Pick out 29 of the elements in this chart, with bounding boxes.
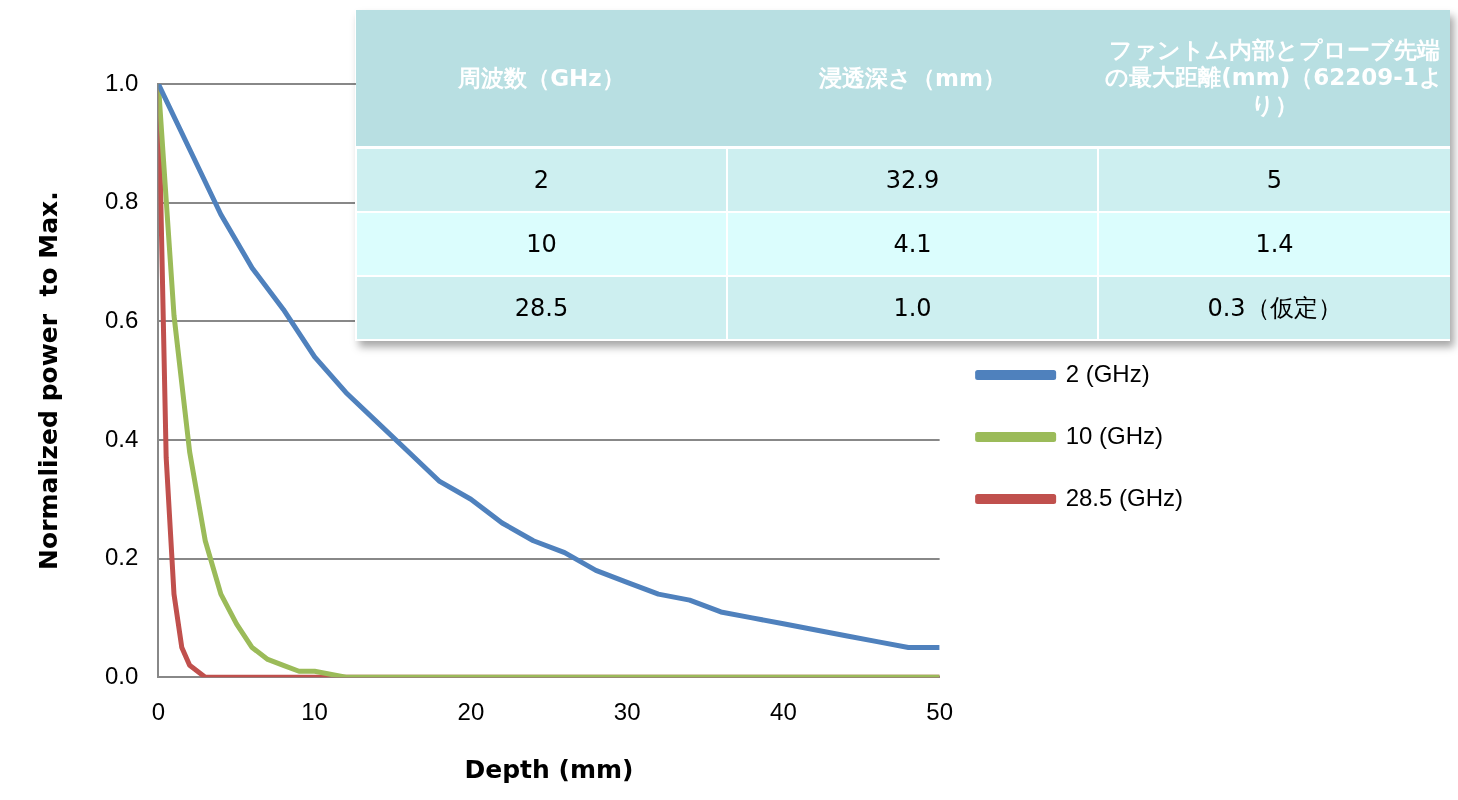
text: 2 <box>533 166 550 194</box>
text: 28.5 <box>514 294 569 322</box>
x-tick-label: 10 <box>301 698 328 726</box>
text: 5 <box>1266 166 1283 194</box>
x-tick-label: 40 <box>770 698 797 726</box>
legend-label: 2 (GHz) <box>1065 359 1150 387</box>
text: 1.0 <box>893 294 932 322</box>
x-axis-title: Depth (mm) <box>464 754 634 784</box>
category-label: 浸透深さ（mm） <box>727 10 1098 148</box>
text: 0.3（仮定） <box>1207 294 1342 322</box>
y-tick-label: 0.4 <box>104 424 139 452</box>
text: 32.9 <box>885 166 940 194</box>
category-label: 周波数（GHz） <box>356 10 727 148</box>
legend-label: 28.5 (GHz) <box>1065 483 1184 511</box>
x-tick-label: 30 <box>613 698 641 726</box>
y-tick-label: 0.6 <box>104 305 139 333</box>
y-tick-label: 1.0 <box>104 68 139 96</box>
legend-label: 10 (GHz) <box>1065 421 1163 449</box>
y-axis-title: Normalized power to Max. <box>33 191 63 570</box>
text: 1.4 <box>1255 230 1294 258</box>
x-tick-label: 20 <box>457 698 485 726</box>
x-tick-label: 50 <box>926 698 953 726</box>
category-label: ファントム内部とプローブ先端の最大距離(mm)（62209-1より） <box>1098 10 1450 148</box>
x-tick-label: 0 <box>151 698 166 726</box>
text: 4.1 <box>893 230 932 258</box>
y-tick-label: 0.0 <box>104 661 139 689</box>
y-tick-label: 0.2 <box>104 543 139 571</box>
text: 10 <box>526 230 557 258</box>
y-tick-label: 0.8 <box>104 187 139 215</box>
